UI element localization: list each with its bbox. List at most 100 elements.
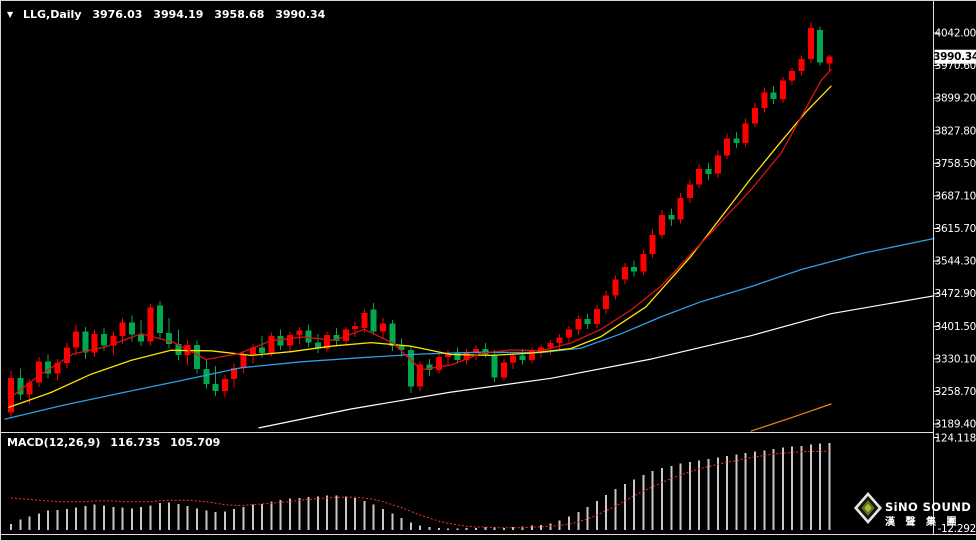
macd-signal-line <box>10 450 830 529</box>
macd-histogram-bar <box>819 443 822 530</box>
candle-body <box>287 335 293 346</box>
candle-body <box>705 169 712 174</box>
price-axis-label: 3827.80 <box>935 125 976 137</box>
candle-body <box>203 369 210 384</box>
price-axis-label: 3401.50 <box>935 321 976 333</box>
macd-histogram-bar <box>772 448 775 530</box>
macd-histogram-bar <box>512 527 515 530</box>
candle-body <box>398 346 405 350</box>
macd-histogram-bar <box>158 503 161 530</box>
candle-body <box>621 266 628 280</box>
candle-body <box>742 123 749 143</box>
ohlc-high: 3994.19 <box>153 8 204 21</box>
macd-histogram-bar <box>809 444 812 530</box>
candle-body <box>473 349 479 353</box>
candle-body <box>147 307 154 342</box>
macd-histogram-bar <box>623 483 626 530</box>
candle-body <box>696 169 703 185</box>
candle-body <box>54 363 61 374</box>
macd-histogram-bar <box>363 500 366 530</box>
macd-histogram-bar <box>568 516 570 530</box>
macd-histogram-bar <box>716 457 719 530</box>
macd-histogram-bar <box>800 445 803 530</box>
candle-body <box>510 355 517 363</box>
candle-body <box>770 92 777 99</box>
ma-slow-blue <box>4 237 935 420</box>
macd-histogram-bar <box>47 510 50 530</box>
macd-histogram-bar <box>112 506 115 530</box>
macd-histogram-bar <box>661 468 663 530</box>
price-axis[interactable]: 4042.003970.603899.203827.803758.503687.… <box>933 28 977 536</box>
candle-body <box>352 326 359 330</box>
current-price-tag <box>934 49 976 64</box>
candle-body <box>789 71 796 81</box>
candle-body <box>82 331 89 353</box>
macd-histogram-bar <box>642 474 645 530</box>
candle-body <box>17 377 24 395</box>
candle-body <box>463 352 470 360</box>
diamond-logo-core <box>864 503 872 513</box>
candle-body <box>454 353 461 360</box>
macd-histogram-bar <box>586 506 589 530</box>
candle-body <box>35 361 42 383</box>
macd-histogram-bar <box>233 509 236 530</box>
macd-signal-layer <box>10 450 830 529</box>
macd-histogram-bar <box>605 495 608 530</box>
price-axis-label: 3615.70 <box>935 223 976 235</box>
candle-body <box>380 323 386 332</box>
macd-histogram-bar <box>614 489 617 530</box>
candle-body <box>324 334 331 349</box>
symbol-dropdown-icon[interactable]: ▼ <box>7 10 14 19</box>
macd-histogram-bar <box>558 520 561 530</box>
macd-histogram-bar <box>688 462 691 530</box>
candle-body <box>668 215 675 220</box>
main-pane[interactable] <box>4 22 935 432</box>
candle-body <box>519 355 526 360</box>
macd-histogram-bar <box>121 507 124 530</box>
macd-histogram-bar <box>335 495 338 530</box>
macd-histogram-bar <box>205 510 208 530</box>
ma-xlong-orange <box>750 403 832 432</box>
candle-body <box>63 347 70 364</box>
macd-histogram-bar <box>196 508 198 530</box>
macd-histogram-bar <box>707 459 710 530</box>
macd-title: MACD(12,26,9) <box>7 436 101 449</box>
candle-body <box>73 331 80 348</box>
candle-body <box>110 336 117 346</box>
macd-histogram-bar <box>93 504 96 530</box>
candle-body <box>677 198 684 220</box>
candle-body <box>128 322 135 335</box>
macd-histogram-bar <box>530 525 533 530</box>
macd-histogram-bar <box>28 516 31 530</box>
candle-body <box>407 349 414 387</box>
candle-body <box>584 319 591 324</box>
macd-histogram-bar <box>400 518 403 530</box>
macd-histogram-bar <box>75 507 78 530</box>
candle-body <box>259 347 266 354</box>
macd-histogram-bar <box>577 512 580 530</box>
candle-body <box>538 347 545 351</box>
candle-body <box>714 155 721 174</box>
candle-body <box>779 80 786 99</box>
macd-histogram-bar <box>130 508 133 530</box>
macd-histogram-bar <box>279 500 282 530</box>
macd-pane[interactable] <box>10 443 831 530</box>
candle-body <box>752 108 758 124</box>
macd-histogram-bar <box>326 495 329 530</box>
candle-body <box>659 215 665 235</box>
candle-body <box>314 342 321 349</box>
macd-histogram-bar <box>828 443 831 530</box>
candle-body <box>435 356 442 371</box>
candle-body <box>277 336 284 346</box>
price-axis-label: 3758.50 <box>935 158 976 170</box>
current-price-tag-label: 3990.34 <box>933 51 977 63</box>
macd-histogram-bar <box>168 502 171 530</box>
macd-histogram-bar <box>10 524 12 530</box>
macd-histogram-bar <box>726 456 729 530</box>
candle-body <box>389 323 396 347</box>
price-axis-label: 3899.20 <box>935 93 976 105</box>
macd-histogram-bar <box>465 527 468 530</box>
